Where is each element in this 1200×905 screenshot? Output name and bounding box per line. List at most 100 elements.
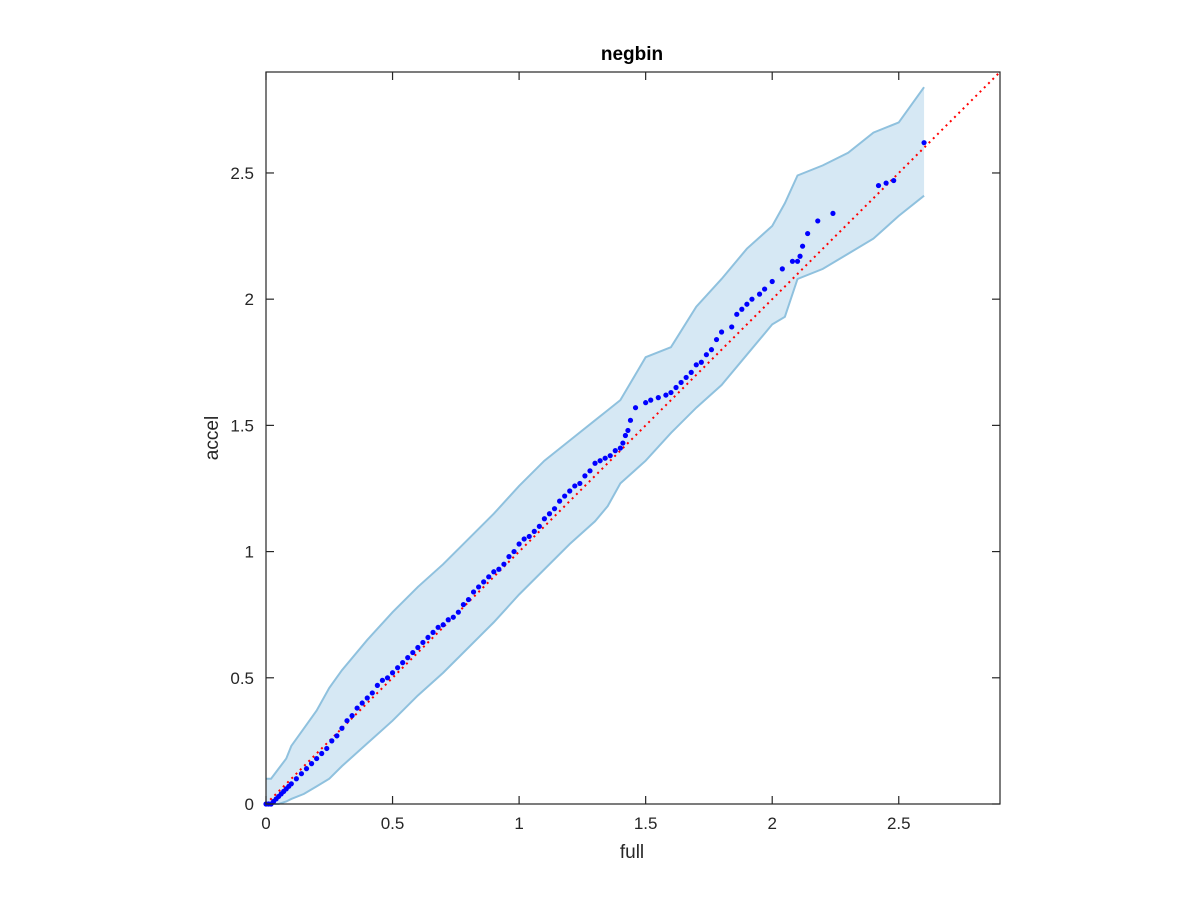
data-point xyxy=(496,566,502,572)
data-point xyxy=(632,405,639,411)
data-point xyxy=(582,473,588,479)
data-point xyxy=(395,665,401,671)
data-point xyxy=(516,541,522,547)
data-point xyxy=(797,253,803,259)
y-tick-label: 0 xyxy=(245,795,254,814)
data-point xyxy=(762,286,768,292)
data-point xyxy=(455,609,461,615)
data-point xyxy=(379,677,386,683)
data-point xyxy=(344,718,350,724)
data-point xyxy=(400,660,406,666)
data-point xyxy=(374,682,380,688)
data-point xyxy=(688,369,694,375)
data-point xyxy=(369,690,375,696)
data-point xyxy=(663,392,669,398)
data-point xyxy=(481,579,487,585)
data-point xyxy=(799,243,806,249)
data-point xyxy=(617,445,623,451)
x-tick-label: 2 xyxy=(767,814,776,833)
data-point xyxy=(460,601,467,608)
data-point xyxy=(708,347,715,353)
axes-layer: 0 0.5 1 1.5 2 2.5 0 0.5 1 1.5 2 2.5 xyxy=(230,71,1001,833)
data-point xyxy=(739,306,745,312)
data-point xyxy=(622,432,629,439)
data-point xyxy=(756,291,763,297)
data-point xyxy=(526,533,532,540)
y-tick-label: 1 xyxy=(245,543,254,562)
x-axis-label: full xyxy=(620,842,644,863)
data-point xyxy=(668,389,674,396)
x-tick-label: 1.5 xyxy=(634,814,658,833)
data-point xyxy=(506,554,512,560)
data-point xyxy=(339,725,345,731)
data-point xyxy=(648,397,654,403)
data-point xyxy=(425,634,431,641)
data-point xyxy=(511,548,517,555)
y-tick-label: 0.5 xyxy=(230,669,254,688)
data-point xyxy=(703,352,710,358)
data-point xyxy=(693,362,699,368)
data-point xyxy=(298,771,305,777)
data-point xyxy=(546,511,553,517)
data-point xyxy=(435,624,441,630)
data-point xyxy=(405,655,411,661)
data-point xyxy=(607,453,613,459)
data-point xyxy=(359,700,365,706)
data-point xyxy=(830,210,836,216)
data-point xyxy=(445,617,451,623)
x-tick-label: 0.5 xyxy=(381,814,405,833)
data-point xyxy=(627,417,634,423)
data-point xyxy=(779,266,785,272)
data-point xyxy=(465,596,472,603)
data-point xyxy=(921,140,927,146)
data-point xyxy=(329,738,335,744)
data-point xyxy=(430,629,436,635)
data-point xyxy=(655,395,661,401)
data-point xyxy=(612,448,618,454)
data-points-layer xyxy=(263,140,927,807)
data-point xyxy=(319,750,325,757)
data-point xyxy=(620,440,626,446)
data-point xyxy=(308,761,315,767)
data-point xyxy=(789,258,796,264)
data-point xyxy=(470,589,477,595)
data-point xyxy=(718,329,725,335)
axes-box xyxy=(265,71,1001,805)
y-tick-label: 2.5 xyxy=(230,164,254,183)
data-point xyxy=(303,766,310,772)
data-point xyxy=(673,384,679,391)
data-point xyxy=(536,523,542,529)
data-point xyxy=(410,649,416,656)
data-point xyxy=(551,506,558,512)
data-point xyxy=(384,675,391,681)
y-axis-label: accel xyxy=(202,416,223,460)
confidence-band-area xyxy=(266,87,925,804)
data-point xyxy=(491,569,497,575)
data-point xyxy=(415,644,421,651)
data-point xyxy=(557,498,563,504)
data-point xyxy=(592,460,598,466)
data-point xyxy=(678,379,684,386)
confidence-band-layer xyxy=(266,86,925,805)
data-point xyxy=(354,705,360,711)
data-point xyxy=(744,301,750,307)
data-point xyxy=(805,230,811,237)
chart-title: negbin xyxy=(601,44,663,65)
data-point xyxy=(729,324,735,330)
confidence-band-upper-edge xyxy=(266,86,925,780)
data-point xyxy=(713,336,720,343)
data-point xyxy=(521,536,527,542)
data-point xyxy=(734,311,740,317)
data-point xyxy=(420,639,426,646)
data-point xyxy=(293,776,299,782)
data-point xyxy=(324,745,330,752)
data-point xyxy=(501,561,507,567)
x-tick-label: 1 xyxy=(514,814,523,833)
data-point xyxy=(587,468,593,474)
data-point xyxy=(567,488,573,494)
data-point xyxy=(288,781,294,787)
data-point xyxy=(334,733,340,739)
data-point xyxy=(749,296,755,302)
